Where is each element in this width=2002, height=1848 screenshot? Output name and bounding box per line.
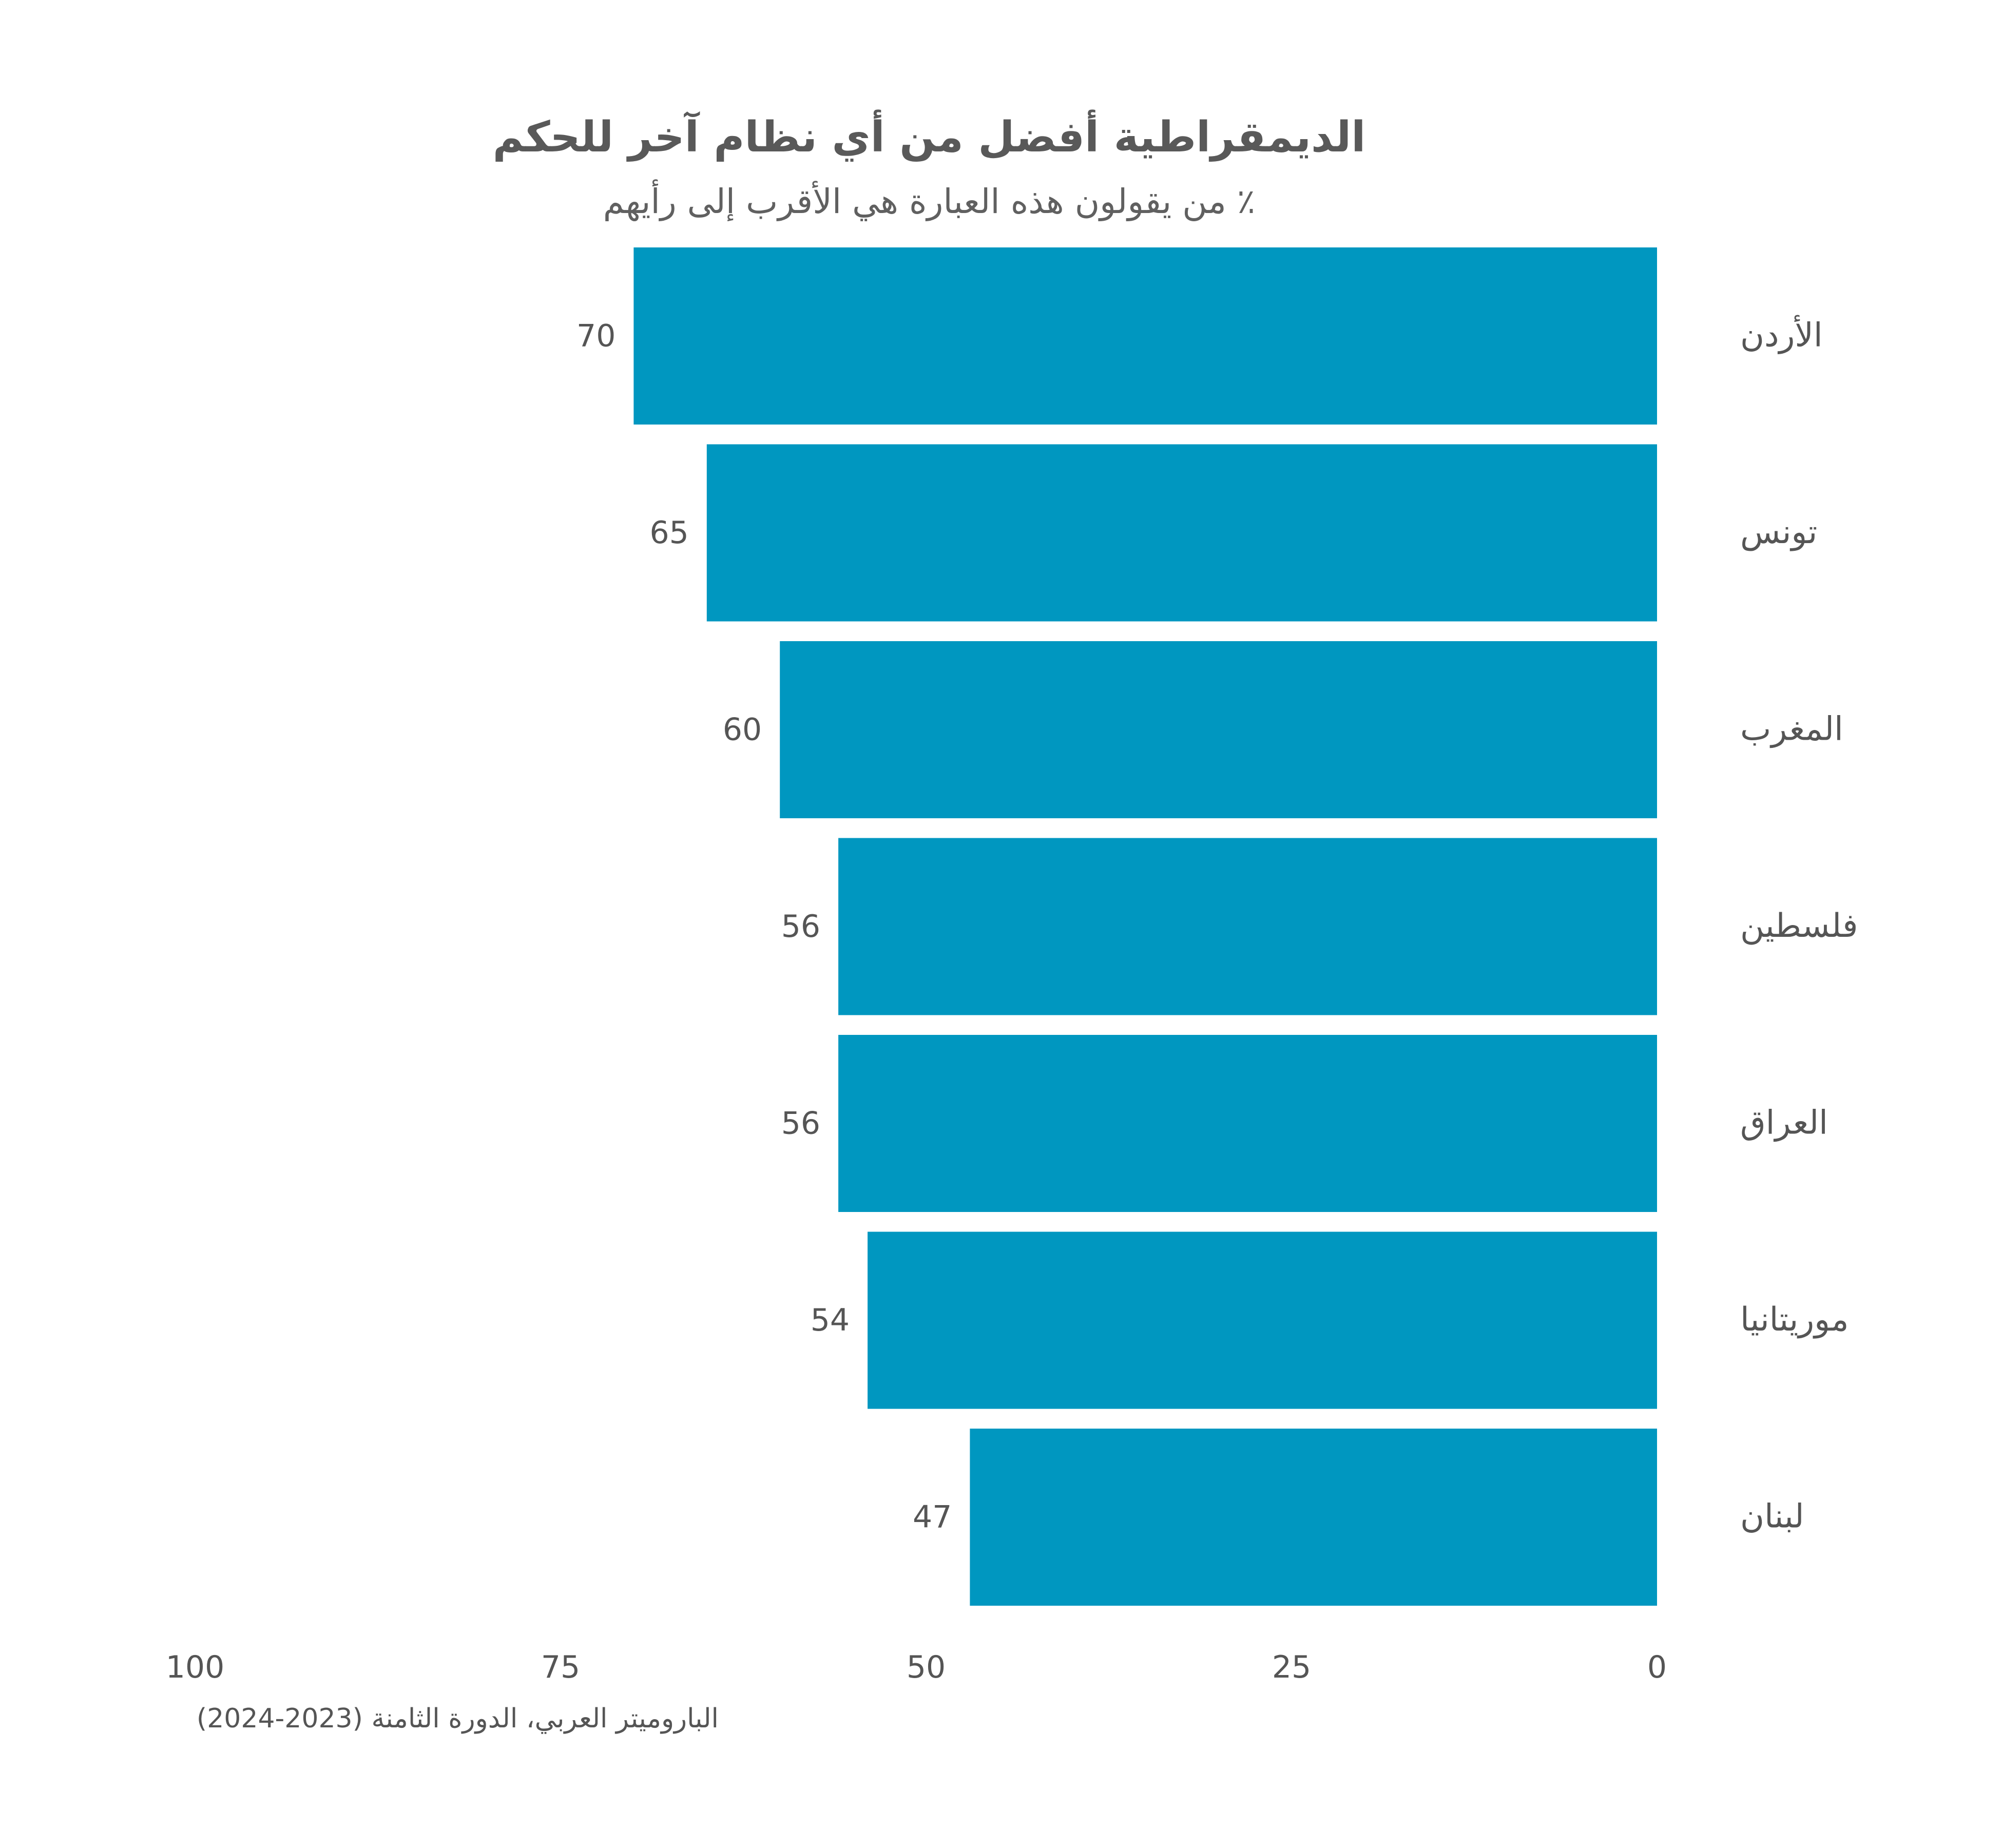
value-label: 56 xyxy=(781,909,820,945)
category-label: لبنان xyxy=(1740,1498,1804,1536)
value-label: 70 xyxy=(576,318,615,354)
bar-3 xyxy=(780,641,1657,818)
x-tick-label: 25 xyxy=(1272,1649,1311,1685)
bar-6 xyxy=(868,1231,1657,1409)
source-note: الباروميتر العربي، الدورة الثامنة (2023-… xyxy=(197,1703,719,1734)
x-tick-label: 0 xyxy=(1647,1649,1667,1685)
value-label: 47 xyxy=(913,1499,952,1535)
value-label: 54 xyxy=(811,1302,850,1338)
x-axis-ticks: 100 75 50 25 0 xyxy=(166,1649,1667,1685)
x-tick-label: 50 xyxy=(907,1649,946,1685)
value-label: 65 xyxy=(649,515,688,551)
bar-1 xyxy=(633,247,1657,425)
chart-subtitle: ٪ من يقولون هذه العبارة هي الأقرب إلى رأ… xyxy=(603,179,1255,222)
bar-7 xyxy=(970,1429,1657,1606)
bar-2 xyxy=(706,444,1657,622)
x-tick-label: 100 xyxy=(166,1649,225,1685)
category-label: موريتانيا xyxy=(1740,1301,1849,1339)
bars-group: 70 الأردن 65 تونس 60 المغرب 56 فلسطين 56 العراق 54… xyxy=(576,247,1858,1606)
value-label: 56 xyxy=(781,1106,820,1142)
bar-5 xyxy=(838,1035,1657,1212)
category-label: العراق xyxy=(1740,1104,1828,1142)
value-label: 60 xyxy=(723,712,762,748)
x-tick-label: 75 xyxy=(541,1649,580,1685)
category-label: المغرب xyxy=(1740,710,1843,748)
chart-title: الديمقراطية أفضل من أي نظام آخر للحكم xyxy=(493,109,1366,162)
category-label: فلسطين xyxy=(1740,907,1858,945)
bar-4 xyxy=(838,838,1657,1015)
category-label: تونس xyxy=(1740,513,1817,551)
category-label: الأردن xyxy=(1740,315,1823,355)
